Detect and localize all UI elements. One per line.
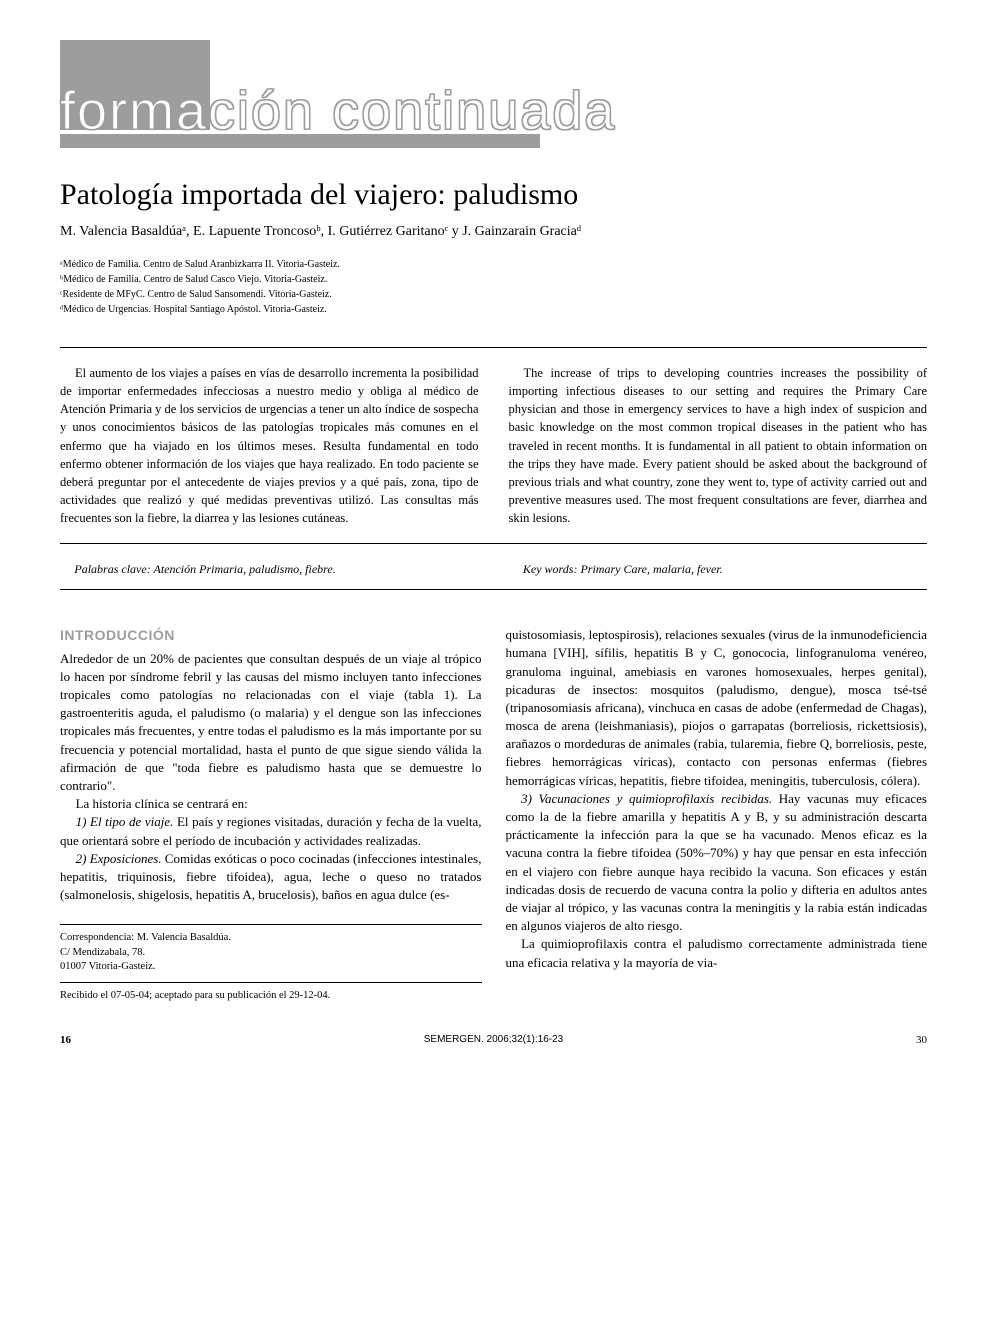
correspondence-label: Correspondencia:	[60, 932, 134, 943]
correspondence-line1: Correspondencia: M. Valencia Basaldúa.	[60, 931, 482, 945]
footer-page-right: 30	[916, 1034, 927, 1046]
article-title: Patología importada del viajero: paludis…	[60, 178, 927, 212]
item-3-label: 3) Vacunaciones y quimioprofilaxis recib…	[521, 791, 772, 806]
affiliation-b: ᵇMédico de Familia. Centro de Salud Casc…	[60, 273, 927, 287]
page-footer: 16 SEMERGEN. 2006;32(1):16-23 30	[60, 1034, 927, 1046]
footer-page-left: 16	[60, 1034, 71, 1046]
body-column-right: quistosomiasis, leptospirosis), relacion…	[506, 626, 928, 1003]
keywords-english-text: Primary Care, malaria, fever.	[577, 562, 722, 576]
footer-citation: SEMERGEN. 2006;32(1):16-23	[424, 1034, 564, 1045]
col2-paragraph-2: 3) Vacunaciones y quimioprofilaxis recib…	[506, 790, 928, 936]
item-3-text: Hay vacunas muy eficaces como la de la f…	[506, 791, 928, 933]
col2-paragraph-3: La quimioprofilaxis contra el paludismo …	[506, 935, 928, 971]
header-banner: formación continuada	[60, 40, 927, 148]
col2-paragraph-1: quistosomiasis, leptospirosis), relacion…	[506, 626, 928, 790]
affiliation-a: ᵃMédico de Familia. Centro de Salud Aran…	[60, 258, 927, 272]
correspondence-name: M. Valencia Basaldúa.	[134, 932, 231, 943]
intro-paragraph-1: Alrededor de un 20% de pacientes que con…	[60, 650, 482, 796]
keywords-spanish-label: Palabras clave:	[74, 562, 150, 576]
keywords-spanish: Palabras clave: Atención Primaria, palud…	[60, 562, 479, 577]
correspondence-block: Correspondencia: M. Valencia Basaldúa. C…	[60, 924, 482, 974]
intro-paragraph-4: 2) Exposiciones. Comidas exóticas o poco…	[60, 850, 482, 905]
body-column-left: INTRODUCCIÓN Alrededor de un 20% de paci…	[60, 626, 482, 1003]
abstract-spanish: El aumento de los viajes a países en vía…	[60, 364, 479, 527]
intro-paragraph-3: 1) El tipo de viaje. El país y regiones …	[60, 813, 482, 849]
item-2-label: 2) Exposiciones.	[76, 851, 162, 866]
abstract-english-text: The increase of trips to developing coun…	[509, 364, 928, 527]
affiliations-block: ᵃMédico de Familia. Centro de Salud Aran…	[60, 258, 927, 317]
keywords-container: Palabras clave: Atención Primaria, palud…	[60, 552, 927, 590]
affiliation-d: ᵈMédico de Urgencias. Hospital Santiago …	[60, 303, 927, 317]
page-container: formación continuada Patología importada…	[0, 0, 987, 1066]
abstract-spanish-text: El aumento de los viajes a países en vía…	[60, 364, 479, 527]
intro-paragraph-2: La historia clínica se centrará en:	[60, 795, 482, 813]
keywords-english: Key words: Primary Care, malaria, fever.	[509, 562, 928, 577]
body-columns: INTRODUCCIÓN Alrededor de un 20% de paci…	[60, 626, 927, 1003]
abstract-container: El aumento de los viajes a países en vía…	[60, 347, 927, 544]
authors-line: M. Valencia Basaldúaᵃ, E. Lapuente Tronc…	[60, 224, 927, 240]
intro-heading: INTRODUCCIÓN	[60, 626, 482, 646]
item-1-label: 1) El tipo de viaje.	[76, 814, 174, 829]
banner-title: formación continuada	[60, 40, 927, 142]
affiliation-c: ᶜResidente de MFyC. Centro de Salud Sans…	[60, 288, 927, 302]
abstract-english: The increase of trips to developing coun…	[509, 364, 928, 527]
keywords-spanish-text: Atención Primaria, paludismo, fiebre.	[151, 562, 336, 576]
correspondence-address1: C/ Mendizabala, 78.	[60, 946, 482, 960]
keywords-english-label: Key words:	[523, 562, 578, 576]
received-line: Recibido el 07-05-04; aceptado para su p…	[60, 982, 482, 1004]
correspondence-address2: 01007 Vitoria-Gasteiz.	[60, 960, 482, 974]
